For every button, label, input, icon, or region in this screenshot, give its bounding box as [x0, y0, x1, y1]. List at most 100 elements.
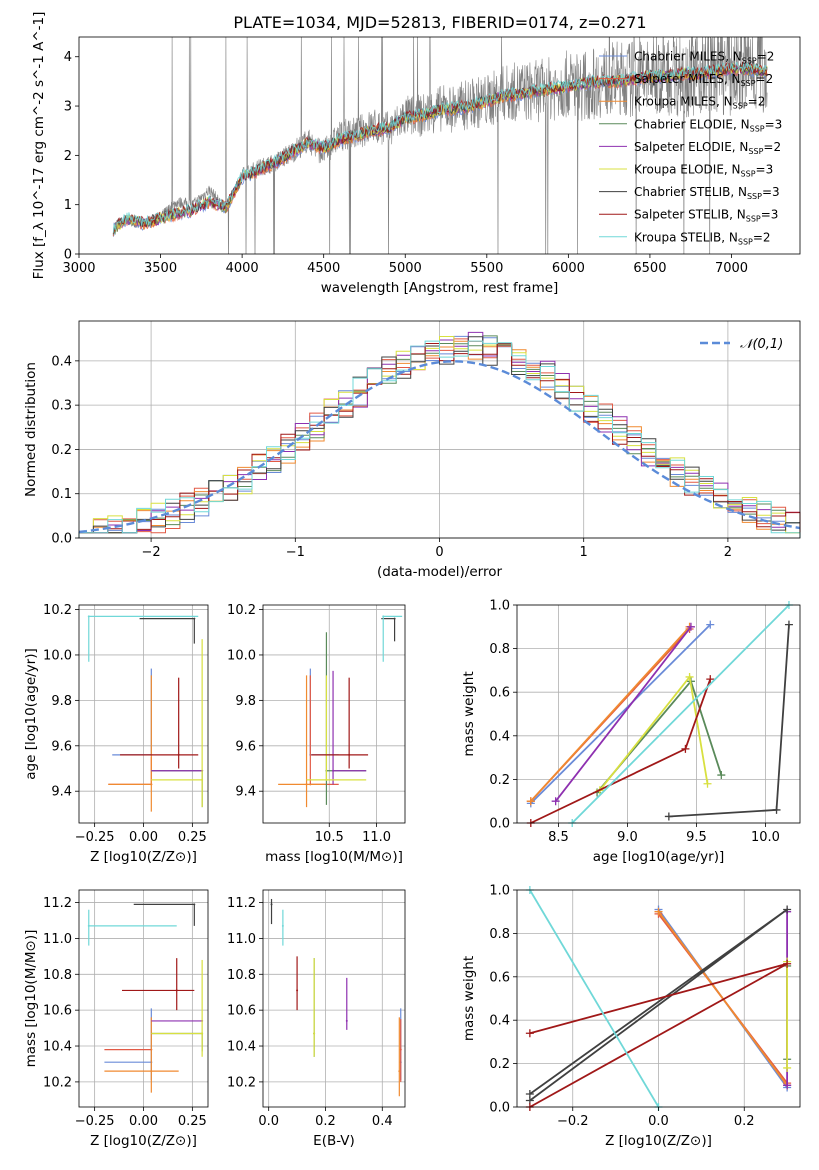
axes-mass_vs_Z: −0.25 0.00 0.25 10.2 10.4 10.6 10.8 11.0 11.2 Z […: [23, 889, 209, 1149]
data-point: [175, 989, 178, 992]
weight-line: [529, 889, 660, 1108]
plot-area: [270, 898, 402, 1097]
gaussian-curve: [78, 360, 801, 534]
plot-area: [87, 903, 204, 1093]
weight-line: [571, 604, 790, 824]
y-axis-label: age [log10(age/yr)]: [23, 648, 39, 780]
x-tick-label: −1: [286, 545, 305, 560]
axes-residuals: −2 −1 0 1 2 0.0 0.1 0.2 0.3 0.4 (data-model)/error…: [23, 320, 801, 580]
legend-label: Chabrier ELODIE, NSSP=3: [634, 117, 782, 133]
x-tick-label: 3500: [144, 261, 177, 276]
y-tick-label: 4: [64, 50, 72, 65]
x-tick-label: 9.0: [617, 830, 638, 845]
plot-area: [78, 331, 801, 538]
x-axis-label: Z [log10(Z/Z⊙)]: [90, 849, 197, 865]
x-axis-label: Z [log10(Z/Z⊙)]: [90, 1133, 197, 1149]
y-tick-label: 10.8: [227, 968, 256, 983]
weight-marker: [664, 812, 673, 821]
axes-frame: [78, 604, 209, 824]
legend-label: Chabrier STELIB, NSSP=3: [634, 185, 780, 201]
histogram-step: [78, 340, 801, 538]
y-tick-label: 2: [64, 149, 72, 164]
data-point: [87, 615, 90, 618]
y-tick-label: 9.6: [235, 739, 256, 754]
y-axis-label: mass weight: [461, 956, 477, 1041]
axes-frame: [262, 889, 406, 1108]
data-point: [150, 783, 153, 786]
y-tick-label: 10.2: [43, 603, 72, 618]
x-tick-label: −2: [142, 545, 161, 560]
x-axis-label: E(B-V): [313, 1133, 355, 1149]
data-point: [348, 753, 351, 756]
y-tick-label: 0.2: [489, 1057, 510, 1072]
data-point: [313, 1032, 316, 1035]
y-tick-label: 9.4: [235, 785, 256, 800]
weight-marker: [525, 1089, 534, 1098]
axes-weight_vs_age: 8.5 9.0 9.5 10.0 0.0 0.2 0.4 0.6 0.8 1.0 age [log1…: [461, 599, 801, 865]
x-tick-label: 6500: [633, 261, 666, 276]
x-tick-label: 6000: [552, 261, 585, 276]
data-point: [296, 989, 299, 992]
axes-frame: [78, 889, 209, 1108]
plot-area: [87, 615, 204, 812]
y-tick-label: 3: [64, 100, 72, 115]
y-tick-label: 0.4: [489, 729, 510, 744]
y-tick-label: 0.1: [51, 487, 72, 502]
data-point: [87, 924, 90, 927]
axes-frame: [78, 36, 801, 255]
y-tick-label: 9.6: [51, 739, 72, 754]
y-tick-label: 0.0: [489, 1101, 510, 1116]
legend-label: Salpeter ELODIE, NSSP=2: [634, 140, 781, 156]
y-tick-label: 10.2: [227, 603, 256, 618]
y-tick-label: 10.2: [43, 1075, 72, 1090]
x-tick-label: 9.5: [686, 830, 707, 845]
data-point: [150, 1070, 153, 1073]
y-tick-label: 1.0: [489, 599, 510, 614]
data-point: [398, 1070, 401, 1073]
x-tick-label: 10.0: [751, 830, 780, 845]
y-tick-label: 10.4: [43, 1040, 72, 1055]
weight-line: [530, 626, 691, 802]
weight-line: [668, 624, 790, 818]
y-tick-label: 0.2: [51, 443, 72, 458]
x-axis-label: (data-model)/error: [377, 564, 503, 580]
y-tick-label: 10.8: [43, 968, 72, 983]
data-point: [305, 783, 308, 786]
x-tick-label: 11.0: [362, 830, 391, 845]
x-tick-label: −0.2: [557, 1114, 589, 1129]
y-tick-label: 1: [64, 198, 72, 213]
weight-marker: [783, 959, 792, 968]
weight-marker: [772, 805, 781, 814]
legend-label: Kroupa STELIB, NSSP=2: [634, 230, 771, 246]
data-point: [332, 769, 335, 772]
x-tick-label: −0.25: [75, 830, 115, 845]
data-point: [345, 1019, 348, 1022]
plot-area: [278, 615, 403, 808]
weight-marker: [685, 672, 694, 681]
y-tick-label: 10.6: [227, 1004, 256, 1019]
axes-frame: [516, 889, 801, 1108]
y-tick-label: 10.4: [227, 1040, 256, 1055]
y-tick-label: 9.8: [51, 694, 72, 709]
x-axis-label: age [log10(age/yr)]: [593, 849, 725, 865]
y-tick-label: 0.0: [489, 817, 510, 832]
legend-label: Salpeter STELIB, NSSP=3: [634, 208, 778, 224]
legend-label: 𝒩(0,1): [740, 337, 783, 352]
x-tick-label: 5000: [389, 261, 422, 276]
x-tick-label: 0.00: [129, 830, 158, 845]
axes-frame: [516, 604, 801, 824]
axes-frame: [78, 320, 801, 539]
y-tick-label: 10.0: [227, 648, 256, 663]
data-point: [281, 924, 284, 927]
weight-line: [530, 623, 711, 805]
y-tick-label: 0.3: [51, 399, 72, 414]
data-point: [270, 903, 273, 906]
x-tick-label: 10.5: [315, 830, 344, 845]
x-tick-label: 0: [435, 545, 443, 560]
data-point: [193, 903, 196, 906]
y-axis-label: mass [log10(M/M⊙)]: [23, 930, 39, 1068]
data-point: [177, 753, 180, 756]
legend-label: Kroupa ELODIE, NSSP=3: [634, 163, 773, 179]
legend-label: Chabrier MILES, NSSP=2: [634, 50, 774, 66]
y-tick-label: 11.2: [227, 896, 256, 911]
